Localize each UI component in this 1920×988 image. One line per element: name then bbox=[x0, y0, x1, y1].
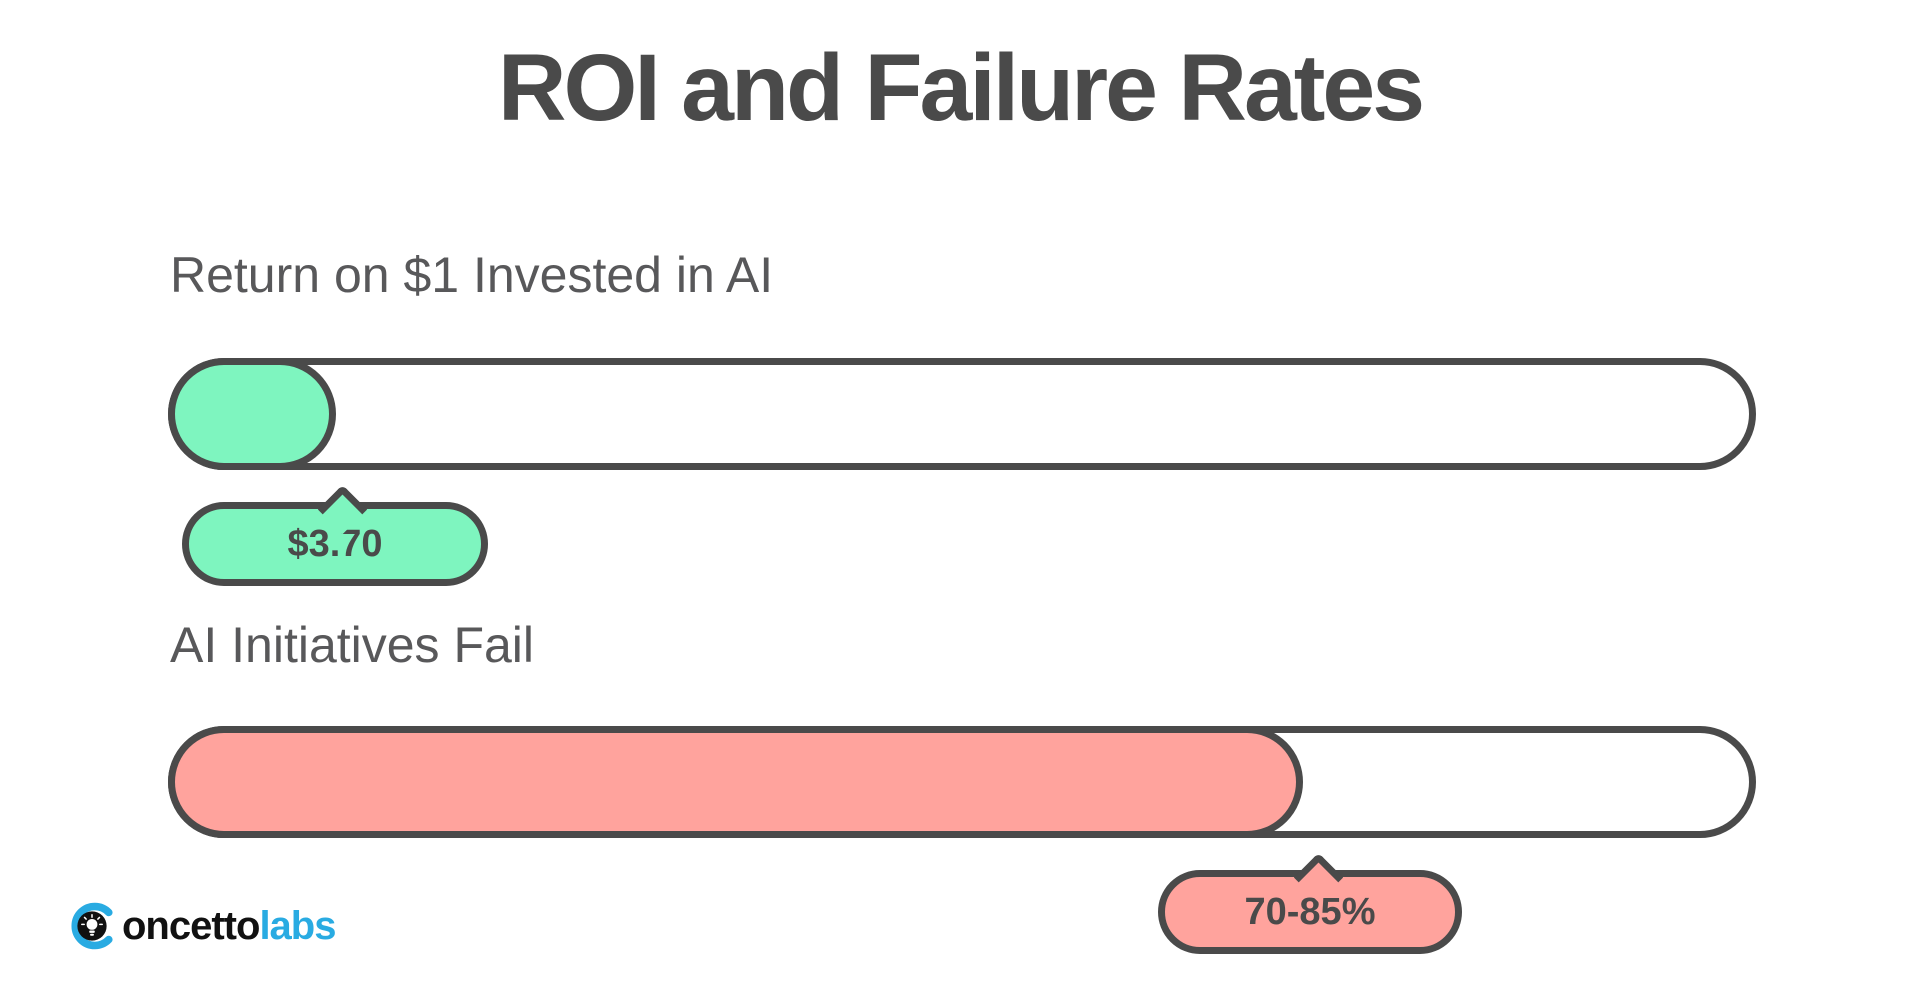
logo-text-oncetto: oncetto bbox=[122, 904, 260, 948]
failure-value-bubble: 70-85% bbox=[1158, 870, 1462, 954]
logo-text-labs: labs bbox=[259, 904, 336, 948]
failure-bar-track bbox=[168, 726, 1756, 838]
lightbulb-icon bbox=[71, 902, 113, 950]
bar-label-failure: AI Initiatives Fail bbox=[170, 617, 535, 673]
roi-bar-fill bbox=[168, 358, 337, 470]
chart-title: ROI and Failure Rates bbox=[497, 35, 1425, 141]
concettolabs-logo: oncetto labs bbox=[66, 900, 336, 952]
failure-value-label: 70-85% bbox=[1244, 890, 1376, 933]
roi-value-label: $3.70 bbox=[287, 522, 383, 565]
roi-bar-track bbox=[168, 358, 1756, 470]
failure-bar-fill bbox=[168, 726, 1303, 838]
bar-label-roi: Return on $1 Invested in AI bbox=[170, 247, 774, 303]
roi-value-bubble: $3.70 bbox=[182, 502, 488, 586]
